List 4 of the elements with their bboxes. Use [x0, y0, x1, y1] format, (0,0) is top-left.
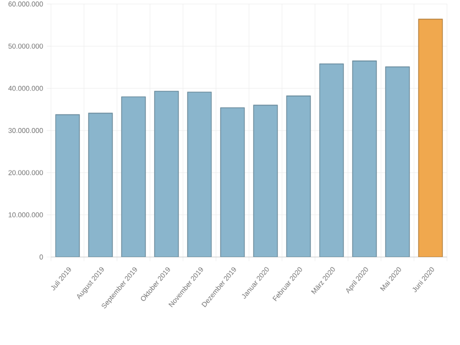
- bar: [319, 63, 344, 257]
- bar: [187, 92, 212, 257]
- bar: [253, 104, 278, 257]
- bar: [286, 96, 311, 257]
